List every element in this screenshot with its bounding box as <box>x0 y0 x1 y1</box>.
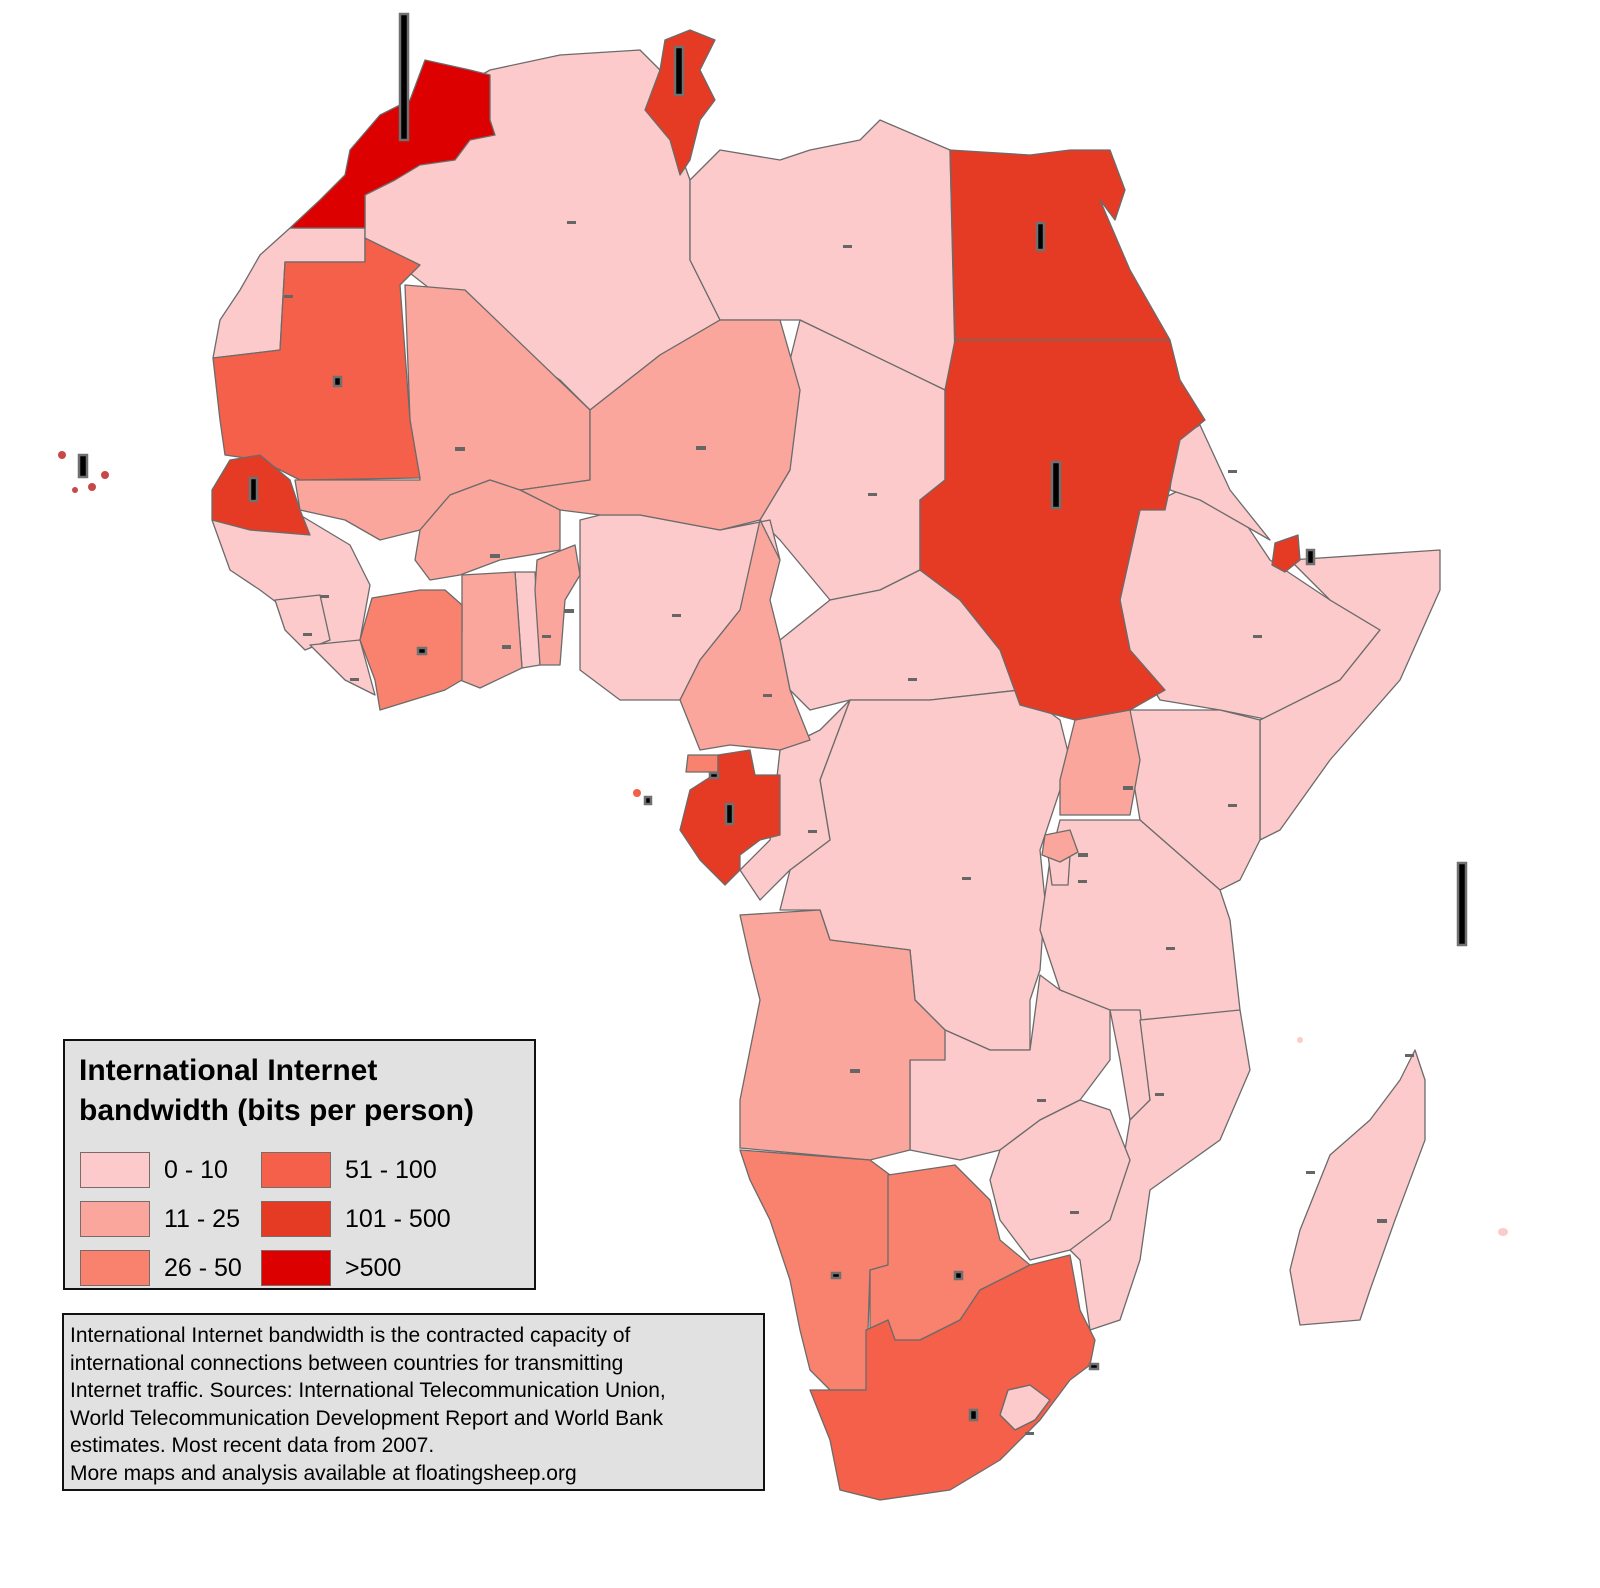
bar-tunisia <box>673 45 685 97</box>
bar-cape-verde <box>77 453 89 479</box>
legend-label: 11 - 25 <box>164 1204 240 1233</box>
country-ghana <box>459 571 523 689</box>
bar-djibouti <box>1305 548 1316 566</box>
country-tunisia <box>644 29 716 176</box>
legend-item-51-100: 51 - 100 <box>261 1151 437 1189</box>
country-angola <box>739 909 946 1161</box>
notes-line: estimates. Most recent data from 2007. <box>70 1434 435 1457</box>
legend-label: >500 <box>345 1253 402 1282</box>
legend-item-0-10: 0 - 10 <box>80 1151 228 1189</box>
country-mauritania <box>212 237 421 481</box>
legend-swatch <box>80 1152 150 1188</box>
islands <box>58 451 1508 1236</box>
legend-swatch <box>261 1250 331 1286</box>
countries-over-500 <box>289 59 496 229</box>
country-egypt <box>949 149 1171 341</box>
countries-26-50 <box>359 589 1091 1391</box>
legend-swatch <box>261 1201 331 1237</box>
island-sao-tome <box>633 789 641 797</box>
country-zambia <box>909 974 1111 1161</box>
country-rwanda <box>1041 829 1079 863</box>
bar-namibia <box>830 1271 842 1280</box>
bar-mauritania <box>332 375 343 388</box>
notes-line: International Internet bandwidth is the … <box>70 1324 631 1347</box>
country-equatorial-guinea <box>685 754 719 773</box>
island-cape-verde-3 <box>88 483 96 491</box>
island-comoros <box>1297 1037 1303 1043</box>
bar-eq-guinea <box>708 771 720 780</box>
countries-51-100 <box>212 237 1096 1501</box>
low-value-markers <box>284 221 1414 1435</box>
country-benin <box>534 544 581 666</box>
legend-title: International Internet bandwidth (bits p… <box>79 1051 474 1131</box>
countries-101-500 <box>211 29 1301 886</box>
country-mozambique <box>1059 1009 1251 1331</box>
notes-line: international connections between countr… <box>70 1351 624 1375</box>
notes-line: Internet traffic. Sources: International… <box>70 1379 666 1402</box>
bar-swaziland <box>1088 1362 1100 1371</box>
country-uganda <box>1059 709 1141 816</box>
bar-cote-divoire <box>416 646 428 656</box>
island-cape-verde-4 <box>72 487 78 493</box>
bar-morocco <box>398 12 410 142</box>
legend-item-over-500: >500 <box>261 1249 401 1287</box>
legend-label: 0 - 10 <box>164 1155 228 1184</box>
country-sierra-leone <box>274 594 331 651</box>
legend-label: 101 - 500 <box>345 1204 451 1233</box>
bar-botswana <box>953 1270 964 1281</box>
country-congo <box>739 699 851 901</box>
legend-swatch <box>80 1201 150 1237</box>
country-cameroon <box>679 519 811 751</box>
country-sudan <box>919 339 1206 721</box>
legend-item-101-500: 101 - 500 <box>261 1200 451 1238</box>
country-cote-divoire <box>359 589 463 711</box>
country-zimbabwe <box>989 1099 1131 1261</box>
bar-gabon <box>724 802 735 826</box>
legend-swatch <box>80 1250 150 1286</box>
legend-item-26-50: 26 - 50 <box>80 1249 242 1287</box>
country-south-africa <box>809 1254 1096 1501</box>
notes-line: World Telecommunication Development Repo… <box>70 1406 663 1430</box>
legend-label: 26 - 50 <box>164 1253 242 1282</box>
country-morocco <box>289 59 496 229</box>
bandwidth-bars <box>77 12 1468 1422</box>
countries-11-25 <box>294 284 1141 1161</box>
country-djibouti <box>1271 534 1301 573</box>
source-notes: International Internet bandwidth is the … <box>62 1313 765 1491</box>
bar-senegal <box>248 476 259 503</box>
legend: International Internet bandwidth (bits p… <box>63 1039 536 1290</box>
country-somalia <box>1259 549 1441 841</box>
bar-sudan <box>1050 460 1062 510</box>
country-burkina-faso <box>414 479 561 581</box>
island-cape-verde-1 <box>58 451 66 459</box>
country-madagascar <box>1289 1049 1426 1326</box>
bar-south-africa <box>968 1408 979 1422</box>
bar-mauritius <box>1456 861 1468 947</box>
country-senegal <box>211 454 311 536</box>
notes-line: More maps and analysis available at floa… <box>70 1461 577 1485</box>
island-mauritius <box>1498 1228 1508 1236</box>
legend-item-11-25: 11 - 25 <box>80 1200 240 1238</box>
island-cape-verde-2 <box>101 471 109 479</box>
legend-label: 51 - 100 <box>345 1155 437 1184</box>
legend-title-line1: International Internet <box>79 1054 378 1087</box>
bar-egypt <box>1035 221 1046 252</box>
legend-swatch <box>261 1152 331 1188</box>
bar-sao-tome <box>643 795 653 806</box>
country-liberia <box>309 639 376 696</box>
country-eritrea <box>1169 424 1271 541</box>
legend-title-line2: bandwidth (bits per person) <box>79 1094 474 1127</box>
